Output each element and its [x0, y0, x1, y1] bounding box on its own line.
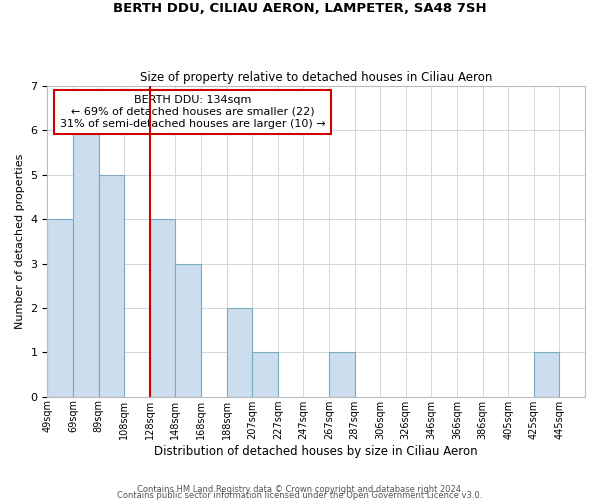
Text: Contains public sector information licensed under the Open Government Licence v3: Contains public sector information licen… [118, 490, 482, 500]
Bar [534, 352, 559, 397]
Bar [329, 352, 355, 397]
Y-axis label: Number of detached properties: Number of detached properties [15, 154, 25, 329]
Bar [98, 175, 124, 396]
Bar [252, 352, 278, 397]
Bar [227, 308, 252, 396]
Bar [150, 219, 175, 396]
Text: Contains HM Land Registry data © Crown copyright and database right 2024.: Contains HM Land Registry data © Crown c… [137, 485, 463, 494]
Bar [73, 130, 98, 396]
Text: BERTH DDU: 134sqm
← 69% of detached houses are smaller (22)
31% of semi-detached: BERTH DDU: 134sqm ← 69% of detached hous… [60, 96, 325, 128]
X-axis label: Distribution of detached houses by size in Ciliau Aeron: Distribution of detached houses by size … [154, 444, 478, 458]
Title: Size of property relative to detached houses in Ciliau Aeron: Size of property relative to detached ho… [140, 70, 493, 84]
Text: BERTH DDU, CILIAU AERON, LAMPETER, SA48 7SH: BERTH DDU, CILIAU AERON, LAMPETER, SA48 … [113, 2, 487, 16]
Bar [47, 219, 73, 396]
Bar [175, 264, 201, 396]
